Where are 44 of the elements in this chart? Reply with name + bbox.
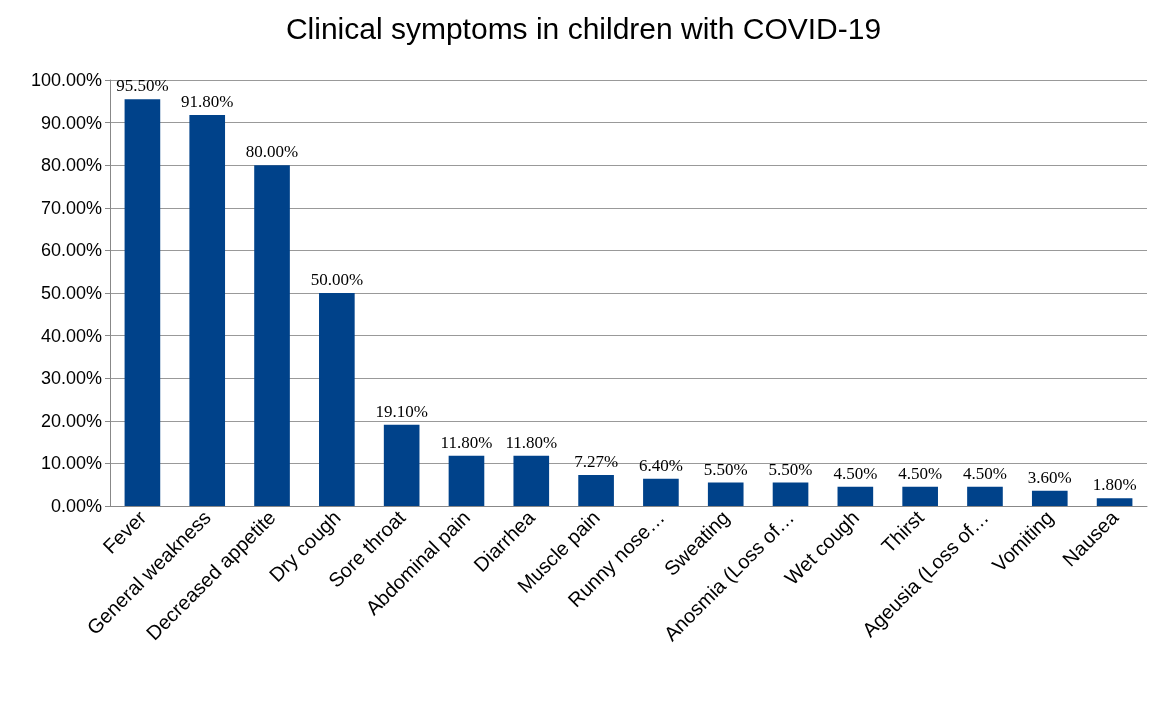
data-label: 19.10% [375, 401, 428, 421]
bar [643, 478, 679, 506]
data-label: 1.80% [1092, 475, 1137, 495]
data-label: 4.50% [898, 463, 943, 483]
data-label: 5.50% [768, 459, 813, 479]
bar [513, 455, 550, 506]
bar [124, 99, 161, 506]
bar [448, 455, 485, 506]
y-tick-label: 30.00% [40, 368, 102, 389]
y-tick-label: 80.00% [40, 155, 102, 176]
y-tick-label: 60.00% [40, 240, 102, 261]
bar [254, 165, 290, 506]
y-tick-label: 20.00% [40, 410, 102, 431]
data-label: 4.50% [833, 463, 878, 483]
data-label: 11.80% [440, 432, 493, 452]
bar [902, 486, 938, 506]
bar [967, 486, 1003, 506]
data-label: 7.27% [574, 452, 619, 472]
bar [319, 293, 355, 506]
data-label: 6.40% [638, 455, 683, 475]
chart-title: Clinical symptoms in children with COVID-19 [285, 11, 882, 45]
bar [189, 114, 226, 506]
y-tick-label: 0.00% [50, 496, 102, 516]
y-tick-label: 50.00% [40, 283, 102, 303]
bar [383, 424, 420, 506]
data-label: 50.00% [310, 270, 364, 289]
y-tick-label: 10.00% [40, 453, 102, 474]
bar [837, 486, 874, 506]
bar [1096, 498, 1133, 506]
data-label: 80.00% [245, 142, 299, 162]
y-tick-label: 90.00% [40, 112, 102, 133]
data-label: 95.50% [116, 76, 169, 96]
data-label: 3.60% [1027, 467, 1072, 487]
y-tick-label: 70.00% [40, 197, 102, 218]
y-tick-label: 40.00% [40, 325, 102, 346]
bar [1031, 490, 1068, 506]
bar [578, 475, 614, 506]
bar [707, 482, 744, 506]
data-label: 91.80% [181, 91, 234, 111]
y-tick-label: 100.00% [30, 70, 102, 90]
data-label: 11.80% [505, 432, 558, 452]
data-label: 5.50% [703, 459, 748, 479]
data-label: 4.50% [963, 463, 1007, 483]
bar [772, 482, 809, 506]
